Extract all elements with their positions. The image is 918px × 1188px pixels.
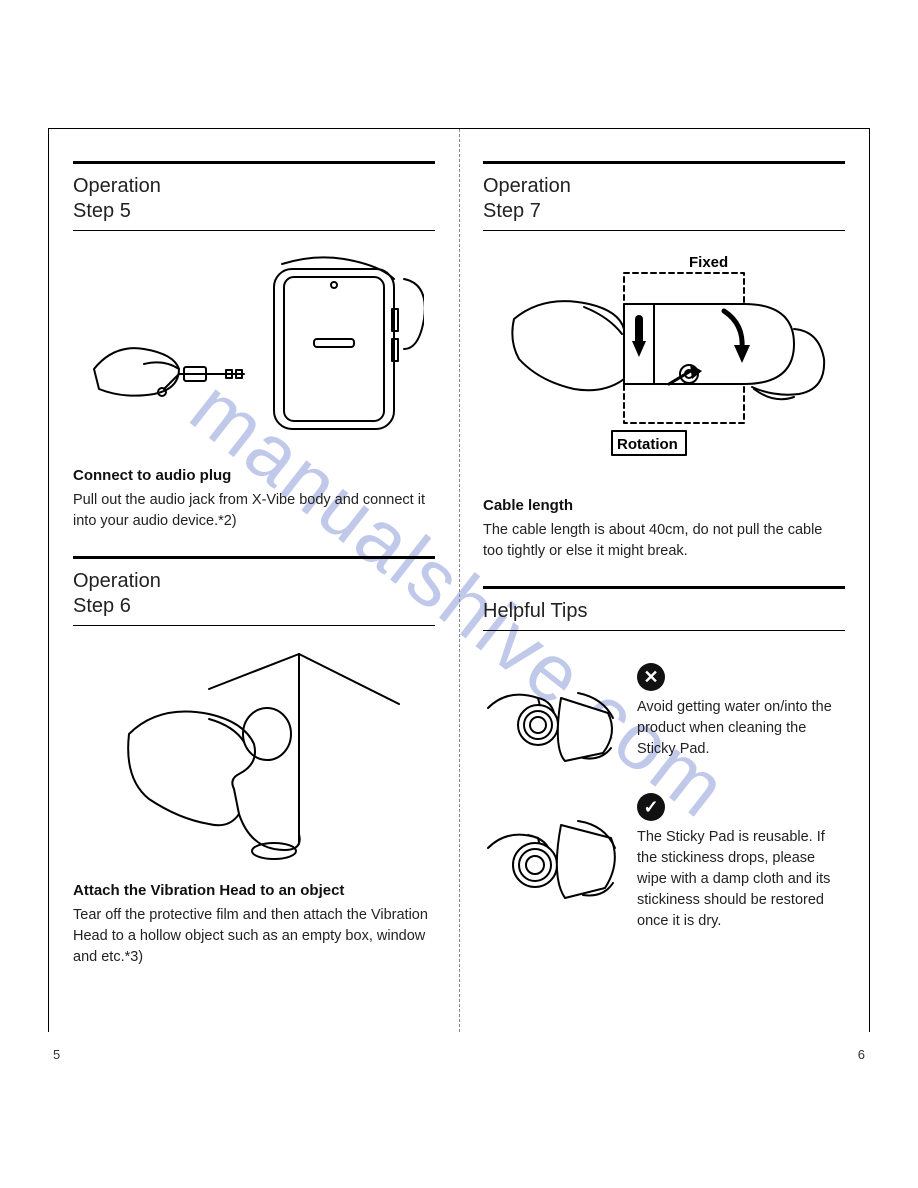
page-number-right: 6 xyxy=(858,1047,865,1062)
step5-subhead: Connect to audio plug xyxy=(73,467,435,484)
step7-body: The cable length is about 40cm, do not p… xyxy=(483,520,845,562)
tip2-illustration xyxy=(483,793,623,932)
tip1-text: Avoid getting water on/into the product … xyxy=(637,697,845,760)
step5-illustration xyxy=(73,249,435,449)
svg-text:Fixed: Fixed xyxy=(689,254,728,271)
tip1-text-col: ✕ Avoid getting water on/into the produc… xyxy=(637,663,845,773)
rule-thin xyxy=(483,230,845,231)
rule-thick xyxy=(73,161,435,164)
step5-body: Pull out the audio jack from X-Vibe body… xyxy=(73,490,435,532)
left-column: Operation Step 5 xyxy=(49,129,459,1032)
step6-subhead: Attach the Vibration Head to an object xyxy=(73,882,435,899)
step5-title-line2: Step 5 xyxy=(73,200,131,222)
step6-block: Operation Step 6 xyxy=(73,556,435,968)
step6-title-line1: Operation xyxy=(73,570,161,592)
step7-subhead: Cable length xyxy=(483,497,845,514)
tip2-row: ✓ The Sticky Pad is reusable. If the sti… xyxy=(483,793,845,932)
rule-thick xyxy=(483,161,845,164)
tip1-illustration xyxy=(483,663,623,773)
check-icon: ✓ xyxy=(637,793,665,821)
step6-title: Operation Step 6 xyxy=(73,569,435,619)
step7-illustration: Fixed xyxy=(483,249,845,479)
step5-title-line1: Operation xyxy=(73,175,161,197)
rule-thin xyxy=(483,630,845,631)
cross-icon: ✕ xyxy=(637,663,665,691)
rule-thick xyxy=(73,556,435,559)
step6-title-line2: Step 6 xyxy=(73,595,131,617)
tip2-text: The Sticky Pad is reusable. If the stick… xyxy=(637,827,845,932)
step7-title: Operation Step 7 xyxy=(483,174,845,224)
step7-title-line1: Operation xyxy=(483,175,571,197)
rule-thick xyxy=(483,586,845,589)
rule-thin xyxy=(73,230,435,231)
step5-block: Operation Step 5 xyxy=(73,161,435,532)
page-number-left: 5 xyxy=(53,1047,60,1062)
step5-title: Operation Step 5 xyxy=(73,174,435,224)
step7-block: Operation Step 7 Fixed xyxy=(483,161,845,562)
tips-block: Helpful Tips xyxy=(483,586,845,932)
svg-text:Rotation: Rotation xyxy=(617,436,678,453)
step7-title-line2: Step 7 xyxy=(483,200,541,222)
tips-title: Helpful Tips xyxy=(483,599,845,624)
step6-illustration xyxy=(73,644,435,864)
manual-page-spread: manualshive.com Operation Step 5 xyxy=(48,128,870,1032)
tip1-row: ✕ Avoid getting water on/into the produc… xyxy=(483,663,845,773)
tip2-text-col: ✓ The Sticky Pad is reusable. If the sti… xyxy=(637,793,845,932)
rule-thin xyxy=(73,625,435,626)
right-column: Operation Step 7 Fixed xyxy=(459,129,869,1032)
step6-body: Tear off the protective film and then at… xyxy=(73,905,435,968)
